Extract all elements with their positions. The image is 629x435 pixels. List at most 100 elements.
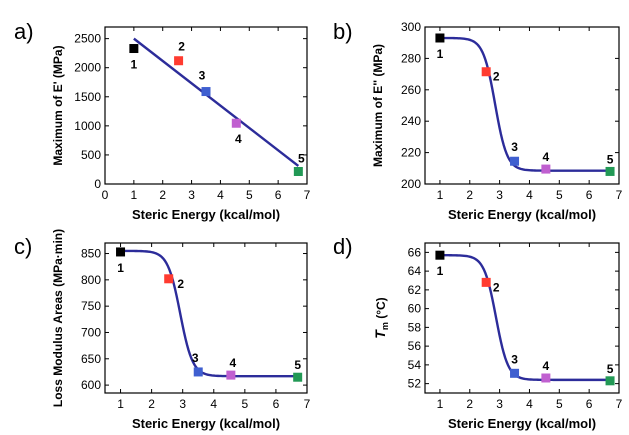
data-point-label: 4 — [543, 150, 550, 164]
y-tick-label: 1500 — [74, 90, 101, 104]
x-tick-label: 5 — [242, 397, 249, 411]
fit-curve — [439, 36, 611, 172]
x-axis-label: Steric Energy (kcal/mol) — [132, 207, 280, 222]
y-tick-label: 800 — [81, 273, 101, 287]
data-point-1 — [129, 44, 139, 54]
data-point-1 — [116, 247, 126, 257]
x-tick-label: 0 — [102, 188, 109, 202]
x-axis-label: Steric Energy (kcal/mol) — [448, 207, 596, 222]
data-point-2 — [164, 274, 174, 284]
x-tick-label: 5 — [246, 188, 253, 202]
data-point-label: 5 — [294, 358, 301, 372]
data-point-label: 1 — [437, 47, 444, 61]
data-point-label: 5 — [298, 151, 305, 165]
y-tick-label: 850 — [81, 247, 101, 261]
data-point-3 — [201, 87, 211, 97]
x-tick-label: 7 — [616, 188, 623, 202]
plot-frame — [424, 26, 620, 185]
x-tick-label: 7 — [304, 188, 311, 202]
data-point-label: 1 — [437, 264, 444, 278]
y-tick-label: 54 — [408, 358, 422, 372]
y-tick-label: 750 — [81, 299, 101, 313]
y-axis-label: Tm (°C) — [372, 297, 390, 338]
x-tick-label: 1 — [437, 188, 444, 202]
data-point-4 — [541, 164, 551, 174]
data-point-2 — [481, 67, 491, 77]
data-point-label: 2 — [493, 70, 500, 84]
data-point-label: 3 — [199, 69, 206, 83]
y-tick-label: 300 — [401, 20, 421, 34]
y-tick-label: 500 — [81, 148, 101, 162]
data-point-3 — [510, 368, 520, 378]
x-axis-label: Steric Energy (kcal/mol) — [132, 416, 280, 431]
y-tick-label: 280 — [401, 51, 421, 65]
data-point-1 — [435, 33, 445, 43]
data-point-4 — [541, 373, 551, 383]
x-tick-label: 3 — [496, 188, 503, 202]
x-axis-label: Steric Energy (kcal/mol) — [448, 416, 596, 431]
data-point-label: 3 — [511, 352, 518, 366]
x-tick-label: 5 — [556, 188, 563, 202]
x-tick-label: 6 — [586, 397, 593, 411]
y-tick-label: 200 — [401, 177, 421, 191]
y-tick-label: 58 — [408, 320, 422, 334]
x-tick-label: 4 — [210, 397, 217, 411]
panel-label: b) — [333, 19, 353, 44]
y-tick-label: 56 — [408, 339, 422, 353]
y-tick-label: 64 — [408, 264, 422, 278]
data-point-label: 2 — [178, 40, 185, 54]
y-tick-label: 1000 — [74, 119, 101, 133]
y-tick-label: 220 — [401, 146, 421, 160]
y-tick-label: 2000 — [74, 61, 101, 75]
x-tick-label: 6 — [273, 397, 280, 411]
x-tick-label: 4 — [526, 397, 533, 411]
data-point-label: 1 — [131, 58, 138, 72]
data-point-3 — [510, 156, 520, 166]
x-tick-label: 1 — [117, 397, 124, 411]
y-tick-label: 650 — [81, 352, 101, 366]
y-axis-label-subscript: m — [380, 322, 390, 330]
panel-label: a) — [14, 19, 34, 44]
data-point-label: 5 — [607, 362, 614, 376]
y-axis-label-symbol: T — [372, 329, 388, 339]
data-point-1 — [435, 250, 445, 260]
y-tick-label: 260 — [401, 83, 421, 97]
chart-panel-3: c) 1 2 3 4 5 6 7 600 650 700 750 800 850 Steric Energy… — [14, 229, 311, 431]
x-tick-label: 1 — [437, 397, 444, 411]
plot-frame — [104, 242, 308, 394]
data-point-label: 2 — [493, 280, 500, 294]
data-point-5 — [605, 166, 615, 176]
data-point-4 — [231, 118, 241, 128]
data-point-label: 3 — [192, 351, 199, 365]
x-tick-label: 2 — [466, 188, 473, 202]
x-tick-label: 2 — [466, 397, 473, 411]
plot-frame — [424, 242, 620, 394]
x-tick-label: 5 — [556, 397, 563, 411]
x-tick-label: 7 — [616, 397, 623, 411]
x-tick-label: 2 — [148, 397, 155, 411]
data-point-5 — [605, 376, 615, 386]
x-tick-label: 4 — [526, 188, 533, 202]
y-axis-label: Loss Modulus Areas (MPa·min) — [51, 229, 65, 407]
data-point-2 — [481, 277, 491, 287]
y-tick-label: 0 — [94, 177, 101, 191]
x-tick-label: 3 — [188, 188, 195, 202]
plot-frame — [104, 26, 308, 185]
data-point-label: 5 — [607, 152, 614, 166]
chart-panel-2: b) 1 2 3 4 5 6 7 200 220 240 260 280 300 Steric Energy… — [333, 19, 623, 222]
data-point-3 — [193, 367, 203, 377]
x-tick-label: 6 — [586, 188, 593, 202]
data-point-label: 3 — [511, 140, 518, 154]
data-point-2 — [174, 56, 184, 66]
data-point-label: 4 — [235, 132, 242, 146]
x-tick-label: 6 — [275, 188, 282, 202]
y-tick-label: 52 — [408, 377, 422, 391]
data-point-label: 4 — [543, 359, 550, 373]
y-axis-label-unit: (°C) — [374, 297, 388, 322]
data-point-4 — [226, 370, 236, 380]
x-tick-label: 4 — [217, 188, 224, 202]
fit-curve — [120, 249, 298, 378]
panel-label: d) — [333, 234, 353, 259]
